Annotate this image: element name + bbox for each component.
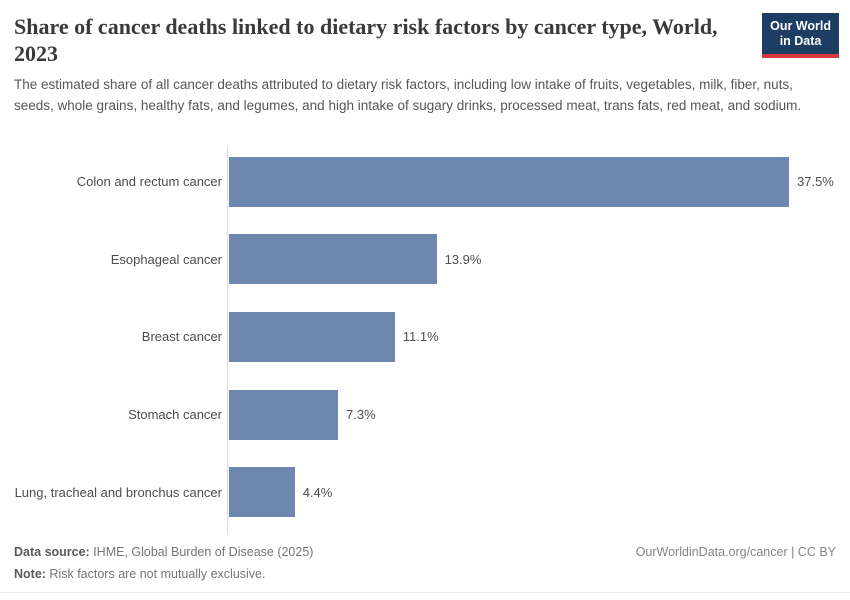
- bar-row: Lung, tracheal and bronchus cancer 4.4%: [0, 453, 850, 531]
- value-label-esophageal: 13.9%: [444, 251, 482, 267]
- bar-track: 13.9%: [229, 234, 850, 285]
- footer-notes: Data source: IHME, Global Burden of Dise…: [14, 542, 313, 585]
- bar-row: Stomach cancer 7.3%: [0, 376, 850, 454]
- category-label-breast: Breast cancer: [141, 329, 222, 345]
- category-label-esophageal: Esophageal cancer: [110, 251, 222, 267]
- data-source-value: IHME, Global Burden of Disease (2025): [89, 545, 314, 559]
- value-label-colon-and-rectum: 37.5%: [797, 174, 834, 190]
- bar-stomach[interactable]: [229, 389, 338, 440]
- owid-logo-line1: Our World: [770, 19, 831, 33]
- note-label: Note:: [14, 566, 46, 581]
- bar-track: 4.4%: [229, 467, 850, 518]
- bar-track: 11.1%: [229, 311, 850, 362]
- owid-logo[interactable]: Our World in Data: [762, 13, 839, 58]
- bar-lung-tracheal-bronchus[interactable]: [229, 467, 295, 518]
- category-label-colon-and-rectum: Colon and rectum cancer: [76, 174, 222, 190]
- value-label-breast: 11.1%: [402, 329, 439, 345]
- y-axis-line: [227, 147, 228, 534]
- bar-colon-and-rectum[interactable]: [229, 156, 789, 207]
- bar-row: Colon and rectum cancer 37.5%: [0, 143, 850, 221]
- chart-footer: Data source: IHME, Global Burden of Dise…: [14, 542, 836, 585]
- value-label-lung-tracheal-bronchus: 4.4%: [302, 484, 333, 500]
- chart-subtitle: The estimated share of all cancer deaths…: [14, 77, 802, 113]
- category-label-lung-tracheal-bronchus: Lung, tracheal and bronchus cancer: [14, 484, 222, 500]
- bar-row: Esophageal cancer 13.9%: [0, 221, 850, 299]
- chart-title: Share of cancer deaths linked to dietary…: [14, 14, 718, 66]
- value-label-stomach: 7.3%: [346, 407, 376, 423]
- footer-credit-link[interactable]: OurWorldinData.org/cancer | CC BY: [635, 545, 836, 559]
- note-line: Note: Risk factors are not mutually excl…: [14, 564, 313, 586]
- data-source-label: Data source:: [14, 545, 90, 559]
- category-label-stomach: Stomach cancer: [128, 407, 222, 423]
- bar-breast[interactable]: [229, 311, 395, 362]
- bar-row: Breast cancer 11.1%: [0, 298, 850, 376]
- bottom-divider: [0, 592, 850, 593]
- bar-chart: Colon and rectum cancer 37.5% Esophageal…: [0, 143, 850, 534]
- bar-track: 37.5%: [229, 156, 850, 207]
- data-source-line: Data source: IHME, Global Burden of Dise…: [14, 542, 313, 564]
- owid-logo-line2: in Data: [779, 34, 822, 48]
- note-value: Risk factors are not mutually exclusive.: [45, 566, 266, 581]
- bar-esophageal[interactable]: [229, 234, 437, 285]
- bar-track: 7.3%: [229, 389, 850, 440]
